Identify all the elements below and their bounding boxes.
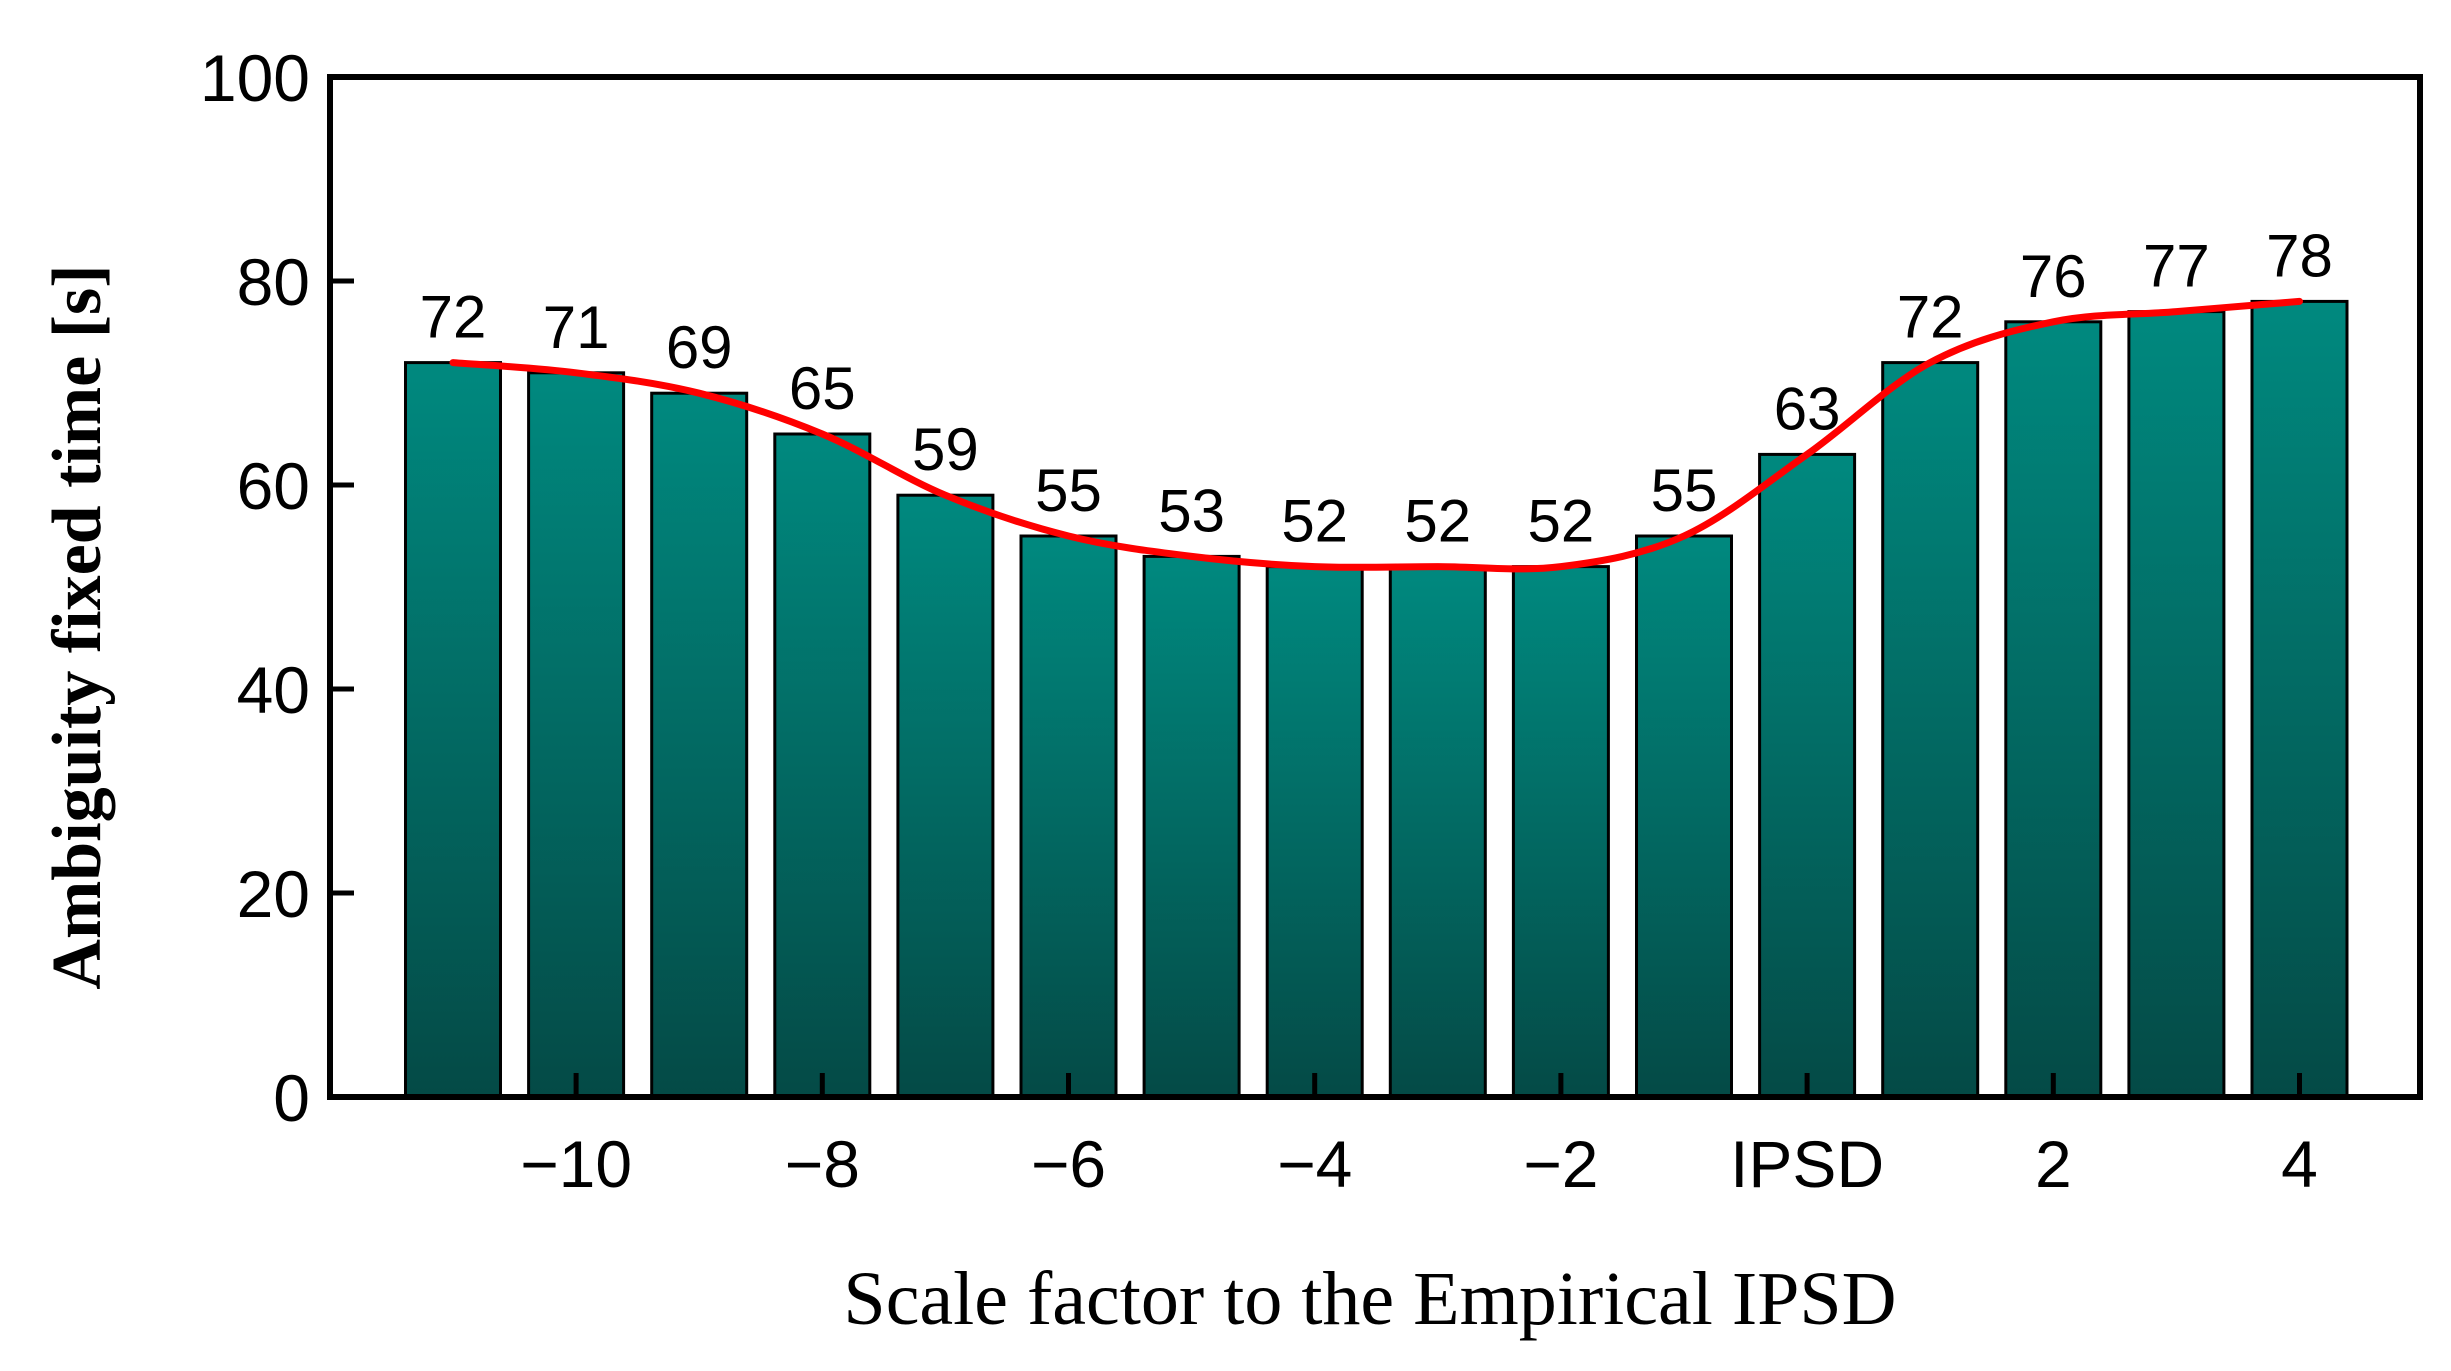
x-tick-label: −8 [785, 1127, 860, 1201]
bar-value-label: 65 [789, 355, 856, 422]
bar-value-label: 52 [1281, 488, 1348, 555]
bar [1881, 361, 1980, 1099]
bar-labels-group: 72 71 69 65 59 55 53 52 52 52 55 63 72 76 77 78 [420, 222, 2333, 554]
bar-value-label: 72 [1897, 284, 1964, 351]
bar [2004, 320, 2103, 1099]
y-tick-label: 20 [237, 857, 310, 931]
bar-value-label: 55 [1035, 457, 1102, 524]
bar-value-label: 72 [420, 284, 487, 351]
bar-value-label: 52 [1404, 488, 1471, 555]
bar [773, 432, 872, 1099]
y-tick-label: 100 [200, 41, 310, 115]
x-tick-label: −10 [520, 1127, 632, 1201]
x-tick-label: 4 [2281, 1127, 2318, 1201]
bar [1019, 534, 1118, 1099]
x-tick-label: −2 [1523, 1127, 1598, 1201]
bar [404, 361, 502, 1099]
bar [1635, 534, 1733, 1099]
bar [650, 391, 749, 1099]
x-axis: −10 −8 −6 −4 −2 IPSD 2 4 [520, 1073, 2318, 1201]
y-axis-title: Ambiguity fixed time [s] [39, 264, 116, 989]
bar [896, 493, 995, 1099]
bar-value-label: 71 [543, 294, 610, 361]
y-tick-label: 60 [237, 449, 310, 523]
bar [1142, 554, 1241, 1099]
bar-value-label: 63 [1774, 375, 1841, 442]
bars-group [404, 299, 2349, 1099]
bar [1388, 565, 1487, 1099]
bar [527, 371, 626, 1099]
y-tick-label: 80 [237, 245, 310, 319]
x-tick-label: −4 [1277, 1127, 1352, 1201]
y-tick-label: 40 [237, 653, 310, 727]
bar-value-label: 69 [666, 314, 733, 381]
bar [1758, 452, 1857, 1099]
bar-value-label: 78 [2266, 222, 2333, 289]
bar-value-label: 76 [2020, 243, 2087, 310]
x-tick-label: −6 [1031, 1127, 1106, 1201]
bar-value-label: 53 [1158, 477, 1225, 544]
bar [1265, 565, 1364, 1099]
x-tick-label: 2 [2035, 1127, 2072, 1201]
y-tick-label: 0 [273, 1061, 310, 1135]
bar-value-label: 52 [1528, 488, 1595, 555]
plot-frame [327, 74, 2423, 1100]
bar [2250, 299, 2349, 1099]
y-axis: 0 20 40 60 80 100 [200, 41, 354, 1135]
bar [2127, 310, 2226, 1099]
bar-value-label: 55 [1651, 457, 1718, 524]
bar [1511, 565, 1610, 1099]
x-tick-label: IPSD [1730, 1127, 1884, 1201]
bar-value-label: 77 [2143, 233, 2210, 300]
trend-line [449, 297, 2303, 573]
x-axis-title: Scale factor to the Empirical IPSD [843, 1257, 1896, 1341]
bar-value-label: 59 [912, 416, 979, 483]
